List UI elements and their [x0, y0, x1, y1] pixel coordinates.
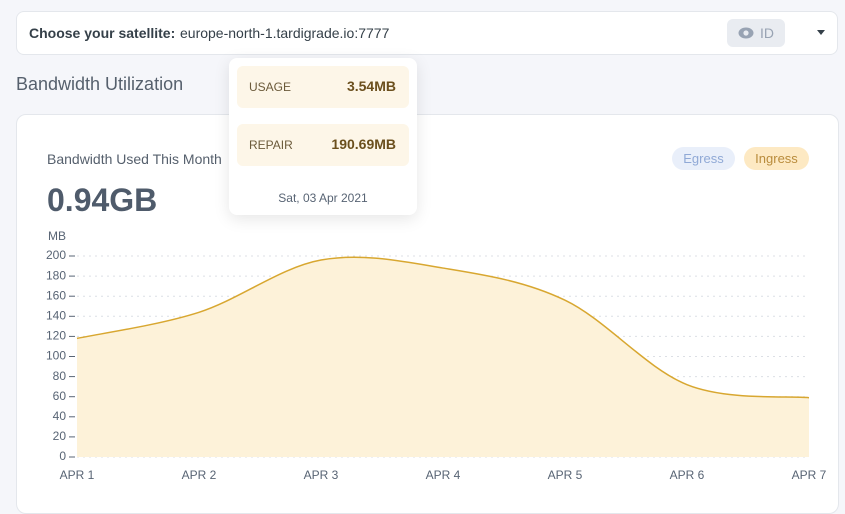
x-tick-label: APR 7 — [792, 468, 827, 482]
area — [77, 257, 809, 457]
x-tick-label: APR 6 — [670, 468, 705, 482]
y-tick-label: 180 — [46, 268, 66, 282]
y-tick-label: 160 — [46, 288, 66, 302]
egress-toggle[interactable]: Egress — [672, 147, 735, 170]
selected-satellite: europe-north-1.tardigrade.io:7777 — [180, 25, 390, 41]
x-tick-label: APR 3 — [304, 468, 339, 482]
y-tick-label: 80 — [53, 369, 67, 383]
page: Choose your satellite: europe-north-1.ta… — [16, 11, 839, 514]
x-tick-label: APR 2 — [182, 468, 217, 482]
tooltip-row: USAGE 3.54MB — [237, 66, 409, 108]
tooltip-row: REPAIR 190.69MB — [237, 124, 409, 166]
y-tick-label: 140 — [46, 308, 66, 322]
ingress-toggle[interactable]: Ingress — [744, 147, 809, 170]
eye-icon — [738, 27, 754, 39]
tooltip-value: 190.69MB — [331, 136, 396, 152]
tooltip-label: USAGE — [249, 80, 292, 94]
tooltip-label: REPAIR — [249, 138, 293, 152]
satellite-selector[interactable]: Choose your satellite: europe-north-1.ta… — [16, 11, 838, 55]
y-tick-label: 20 — [53, 429, 67, 443]
y-axis-label: MB — [48, 229, 66, 243]
chart: MB 0 20 40 60 80 100 120 140 160 180 200 APR 1 APR 2… — [46, 229, 827, 482]
card-title: Bandwidth Used This Month — [47, 151, 222, 167]
tooltip-date: Sat, 03 Apr 2021 — [278, 191, 368, 205]
y-tick-label: 100 — [46, 349, 66, 363]
y-tick-label: 60 — [53, 389, 67, 403]
tooltip-value: 3.54MB — [346, 78, 396, 94]
section-title: Bandwidth Utilization — [16, 74, 184, 94]
id-button-label: ID — [760, 25, 774, 41]
x-tick-label: APR 4 — [426, 468, 461, 482]
y-tick-label: 0 — [59, 449, 66, 463]
tooltip: USAGE 3.54MB REPAIR 190.69MB Sat, 03 Apr… — [229, 58, 417, 215]
y-tick-label: 120 — [46, 329, 66, 343]
selector-label: Choose your satellite: — [29, 25, 176, 41]
x-tick-label: APR 5 — [548, 468, 583, 482]
y-tick-label: 200 — [46, 248, 66, 262]
id-button[interactable]: ID — [727, 19, 785, 47]
dropdown-arrow[interactable] — [817, 30, 825, 35]
total: 0.94GB — [47, 182, 158, 218]
x-tick-label: APR 1 — [60, 468, 95, 482]
line — [76, 256, 810, 399]
y-tick-label: 40 — [53, 409, 67, 423]
